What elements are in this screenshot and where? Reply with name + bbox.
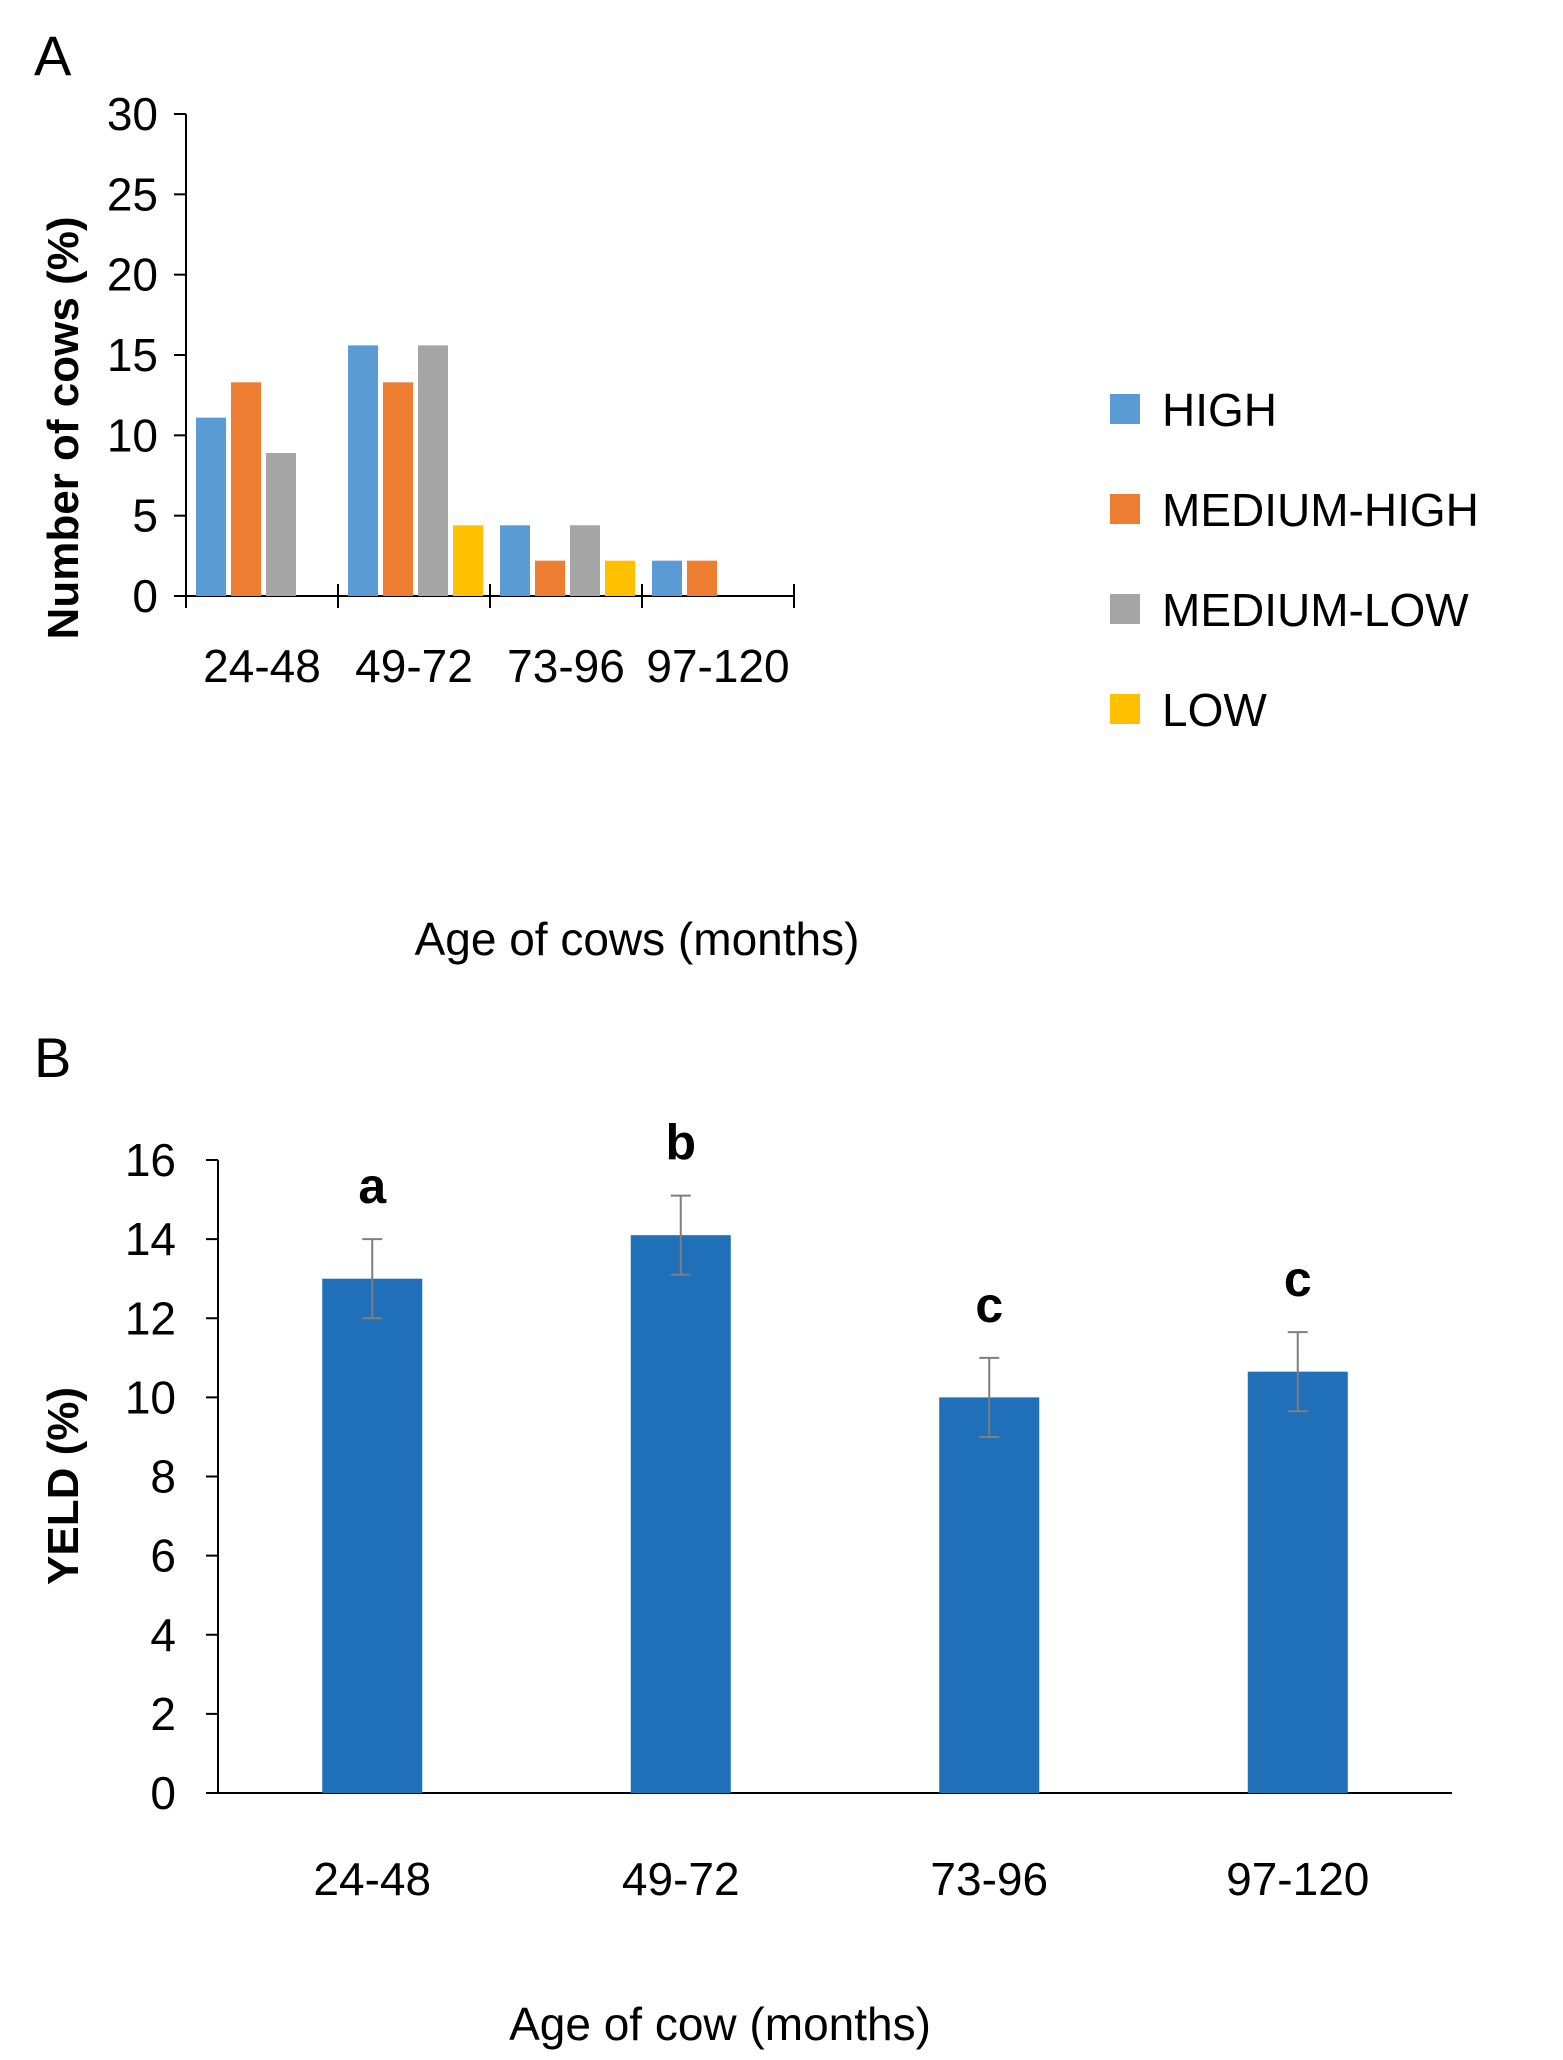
panel-a-chart: A 0 5 10 15 20 25 30 24-48 49-72 73-96 97-120 Num… — [34, 24, 1479, 965]
panel-b-axes — [206, 1159, 1452, 1794]
error-bar-97-120 — [1287, 1331, 1308, 1413]
significance-letter-24-48: a — [358, 1158, 387, 1214]
panel-b-y-tick-label: 4 — [150, 1609, 176, 1661]
legend-swatch-medium-high — [1110, 494, 1140, 524]
legend-label-medium-low: MEDIUM-LOW — [1162, 584, 1469, 636]
panel-b-y-tick-label: 8 — [150, 1451, 176, 1503]
panel-b-chart: B a b c c 0 2 4 6 8 10 12 14 16 24-48 49-72 73-96 97-1… — [34, 1026, 1452, 2050]
panel-a-y-tick-label: 25 — [107, 168, 158, 220]
bar-medium-high-24-48 — [231, 382, 261, 596]
bar-high-97-120 — [652, 560, 682, 596]
significance-letter-97-120: c — [1284, 1251, 1312, 1307]
panel-b-x-tick-label: 49-72 — [622, 1853, 740, 1905]
bar-49-72 — [630, 1235, 731, 1793]
bar-medium-low-49-72 — [418, 345, 448, 596]
panel-b-bars — [322, 1235, 1348, 1793]
legend-swatch-high — [1110, 394, 1140, 424]
bar-low-49-72 — [453, 525, 483, 596]
panel-b-x-tick-label: 73-96 — [930, 1853, 1048, 1905]
legend-swatch-medium-low — [1110, 594, 1140, 624]
bar-medium-high-97-120 — [687, 560, 717, 596]
panel-a-x-tick-label: 49-72 — [355, 640, 473, 692]
bar-low-73-96 — [605, 560, 635, 596]
bar-medium-high-73-96 — [535, 560, 565, 596]
bar-medium-low-73-96 — [570, 525, 600, 596]
legend-label-medium-high: MEDIUM-HIGH — [1162, 484, 1479, 536]
bar-73-96 — [939, 1397, 1040, 1793]
panel-b-letter: B — [34, 1026, 71, 1089]
bar-high-24-48 — [196, 417, 226, 596]
panel-b-y-tick-label: 12 — [125, 1292, 176, 1344]
panel-a-legend: HIGH MEDIUM-HIGH MEDIUM-LOW LOW — [1110, 384, 1479, 736]
bar-high-49-72 — [348, 345, 378, 596]
panel-b-y-tick-label: 14 — [125, 1213, 176, 1265]
significance-letter-49-72: b — [665, 1115, 696, 1171]
panel-b-x-tick-label: 24-48 — [313, 1853, 431, 1905]
bar-24-48 — [322, 1278, 423, 1793]
panel-b-y-tick-label: 2 — [150, 1688, 176, 1740]
panel-b-y-tick-labels: 0 2 4 6 8 10 12 14 16 — [125, 1134, 176, 1819]
legend-swatch-low — [1110, 694, 1140, 724]
panel-a-y-axis-label: Number of cows (%) — [39, 217, 88, 640]
panel-b-y-axis-label: YELD (%) — [39, 1387, 88, 1585]
panel-a-x-tick-label: 73-96 — [507, 640, 625, 692]
panel-a-y-tick-label: 0 — [132, 570, 158, 622]
panel-b-x-tick-labels: 24-48 49-72 73-96 97-120 — [313, 1853, 1369, 1905]
error-bar-24-48 — [362, 1238, 383, 1320]
error-bar-73-96 — [979, 1356, 1000, 1438]
significance-letter-73-96: c — [975, 1277, 1003, 1333]
legend-label-high: HIGH — [1162, 384, 1277, 436]
bar-97-120 — [1247, 1371, 1348, 1793]
panel-a-y-tick-label: 10 — [107, 409, 158, 461]
bar-medium-high-49-72 — [383, 382, 413, 596]
panel-b-y-tick-label: 16 — [125, 1134, 176, 1186]
panel-a-y-tick-label: 20 — [107, 249, 158, 301]
panel-b-x-axis-label: Age of cow (months) — [509, 1998, 931, 2050]
legend-label-low: LOW — [1162, 684, 1267, 736]
panel-b-y-tick-label: 6 — [150, 1530, 176, 1582]
panel-b-x-tick-label: 97-120 — [1226, 1853, 1369, 1905]
panel-b-significance-letters: a b c c — [358, 1115, 1311, 1333]
panel-a-x-tick-label: 97-120 — [646, 640, 789, 692]
panel-a-letter: A — [34, 24, 72, 87]
panel-a-y-tick-label: 5 — [132, 490, 158, 542]
panel-a-y-tick-labels: 0 5 10 15 20 25 30 — [107, 88, 158, 622]
panel-a-x-tick-labels: 24-48 49-72 73-96 97-120 — [203, 640, 789, 692]
panel-b-error-bars — [362, 1194, 1308, 1438]
panel-b-y-tick-label: 10 — [125, 1371, 176, 1423]
panel-a-x-axis-label: Age of cows (months) — [415, 913, 860, 965]
bar-high-73-96 — [500, 525, 530, 596]
bar-medium-low-24-48 — [266, 453, 296, 596]
panel-b-y-tick-label: 0 — [150, 1767, 176, 1819]
panel-a-x-tick-label: 24-48 — [203, 640, 321, 692]
panel-a-y-tick-label: 30 — [107, 88, 158, 140]
panel-a-y-tick-label: 15 — [107, 329, 158, 381]
panel-a-bars — [196, 345, 717, 596]
error-bar-49-72 — [670, 1194, 691, 1276]
